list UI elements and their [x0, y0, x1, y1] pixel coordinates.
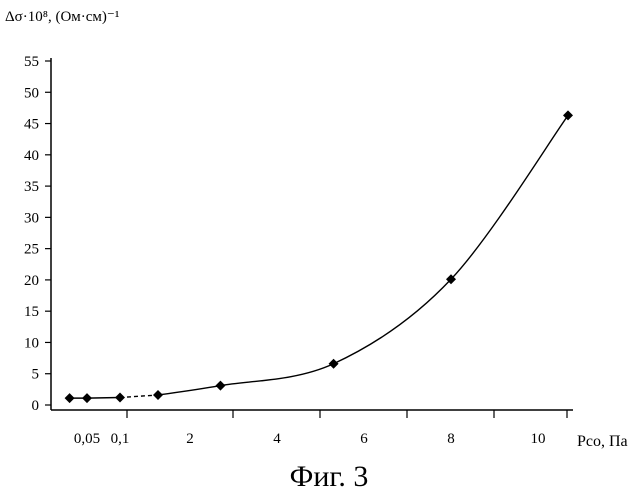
x-ticks: 0,05 0,1 2 4 6 8 10 [74, 410, 567, 447]
y-tick-label: 50 [24, 85, 39, 101]
series-lines [70, 115, 568, 398]
x-axis-label: Pco, Па [577, 433, 628, 450]
data-markers [65, 110, 573, 403]
y-tick-label: 25 [24, 242, 39, 258]
y-tick-label: 30 [24, 210, 39, 226]
x-tick-label: 8 [447, 431, 455, 447]
data-point-marker [82, 393, 92, 403]
y-axis-label: Δσ·10⁸, (Ом·см)⁻¹ [5, 9, 119, 25]
figure-caption: Фиг. 3 [290, 460, 369, 493]
data-point-marker [115, 392, 125, 402]
y-tick-label: 0 [32, 398, 40, 414]
series-line-curve [158, 115, 568, 395]
data-point-marker [153, 390, 163, 400]
y-tick-label: 20 [24, 273, 39, 289]
y-tick-label: 35 [24, 179, 39, 195]
x-tick-label: 4 [273, 431, 281, 447]
y-tick-label: 45 [24, 117, 39, 133]
y-tick-label: 5 [32, 367, 40, 383]
series-line-low [70, 397, 120, 398]
x-tick-label: 2 [186, 431, 194, 447]
y-ticks: 0 5 10 15 20 25 30 35 40 45 50 55 [24, 54, 51, 414]
y-tick-label: 15 [24, 304, 39, 320]
x-tick-label: 0,05 [74, 431, 100, 447]
data-point-marker [563, 110, 573, 120]
x-tick-label: 0,1 [111, 431, 130, 447]
data-point-marker [329, 359, 339, 369]
y-tick-label: 40 [24, 148, 39, 164]
series-line-dashed [120, 395, 158, 398]
x-tick-label: 10 [531, 431, 546, 447]
data-point-marker [65, 393, 75, 403]
data-point-marker [215, 381, 225, 391]
x-tick-label: 6 [360, 431, 368, 447]
y-tick-label: 10 [24, 335, 39, 351]
y-tick-label: 55 [24, 54, 39, 70]
